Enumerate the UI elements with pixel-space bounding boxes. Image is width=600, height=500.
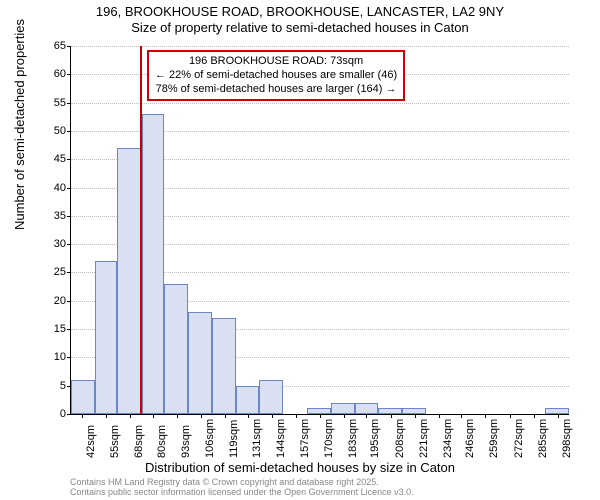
- y-tick-label: 60: [42, 68, 66, 80]
- y-tick-mark: [67, 159, 71, 160]
- y-tick-label: 30: [42, 238, 66, 250]
- y-tick-mark: [67, 414, 71, 415]
- histogram-bar: [212, 318, 236, 414]
- x-tick-mark: [344, 414, 345, 418]
- x-tick-mark: [296, 414, 297, 418]
- x-tick-label: 259sqm: [488, 419, 500, 458]
- x-tick-label: 144sqm: [275, 419, 287, 458]
- histogram-bar: [71, 380, 95, 414]
- x-tick-label: 55sqm: [109, 425, 121, 458]
- x-tick-mark: [320, 414, 321, 418]
- gridline-h: [71, 46, 569, 47]
- x-tick-label: 68sqm: [133, 425, 145, 458]
- x-tick-label: 183sqm: [347, 419, 359, 458]
- x-tick-mark: [248, 414, 249, 418]
- gridline-h: [71, 103, 569, 104]
- subject-marker-line: [140, 46, 142, 414]
- histogram-bar: [331, 403, 355, 414]
- x-tick-mark: [485, 414, 486, 418]
- chart-title-line2: Size of property relative to semi-detach…: [0, 20, 600, 35]
- x-tick-label: 106sqm: [204, 419, 216, 458]
- y-tick-label: 65: [42, 40, 66, 52]
- histogram-bar: [355, 403, 377, 414]
- x-tick-mark: [558, 414, 559, 418]
- x-axis-title-text: Distribution of semi-detached houses by …: [145, 460, 455, 475]
- y-tick-mark: [67, 329, 71, 330]
- x-tick-mark: [272, 414, 273, 418]
- y-tick-label: 35: [42, 210, 66, 222]
- x-tick-mark: [153, 414, 154, 418]
- histogram-bar: [142, 114, 164, 414]
- y-tick-mark: [67, 272, 71, 273]
- y-tick-label: 20: [42, 295, 66, 307]
- y-tick-mark: [67, 357, 71, 358]
- x-tick-label: 157sqm: [299, 419, 311, 458]
- histogram-bar: [236, 386, 258, 414]
- x-tick-label: 221sqm: [418, 419, 430, 458]
- histogram-bar: [259, 380, 283, 414]
- y-tick-mark: [67, 188, 71, 189]
- histogram-bar: [117, 148, 141, 414]
- x-tick-label: 119sqm: [228, 420, 240, 458]
- y-axis-title: Number of semi-detached properties: [12, 19, 27, 230]
- chart-title-line1: 196, BROOKHOUSE ROAD, BROOKHOUSE, LANCAS…: [0, 0, 600, 20]
- y-tick-mark: [67, 131, 71, 132]
- x-tick-mark: [461, 414, 462, 418]
- x-tick-mark: [366, 414, 367, 418]
- histogram-bar: [188, 312, 212, 414]
- histogram-bar: [164, 284, 188, 414]
- x-axis-title: Distribution of semi-detached houses by …: [0, 460, 600, 475]
- y-tick-mark: [67, 216, 71, 217]
- x-tick-mark: [130, 414, 131, 418]
- x-tick-mark: [225, 414, 226, 418]
- x-tick-mark: [201, 414, 202, 418]
- x-tick-mark: [510, 414, 511, 418]
- y-tick-label: 0: [42, 408, 66, 420]
- y-tick-label: 25: [42, 266, 66, 278]
- x-tick-mark: [391, 414, 392, 418]
- y-tick-mark: [67, 301, 71, 302]
- callout-line2: ← 22% of semi-detached houses are smalle…: [155, 69, 397, 83]
- y-tick-mark: [67, 244, 71, 245]
- plot-area: 196 BROOKHOUSE ROAD: 73sqm← 22% of semi-…: [70, 46, 569, 415]
- x-tick-mark: [439, 414, 440, 418]
- credits-line2: Contains public sector information licen…: [70, 488, 414, 498]
- y-tick-label: 15: [42, 323, 66, 335]
- y-tick-mark: [67, 103, 71, 104]
- x-tick-mark: [534, 414, 535, 418]
- x-tick-mark: [415, 414, 416, 418]
- x-tick-label: 42sqm: [85, 425, 97, 458]
- y-axis-title-text: Number of semi-detached properties: [12, 19, 27, 230]
- x-tick-label: 93sqm: [180, 425, 192, 458]
- chart-container: 196, BROOKHOUSE ROAD, BROOKHOUSE, LANCAS…: [0, 0, 600, 500]
- callout-box: 196 BROOKHOUSE ROAD: 73sqm← 22% of semi-…: [147, 50, 405, 101]
- x-tick-label: 80sqm: [156, 425, 168, 458]
- x-tick-label: 131sqm: [251, 419, 263, 458]
- y-tick-mark: [67, 46, 71, 47]
- x-tick-label: 298sqm: [561, 419, 573, 458]
- y-tick-mark: [67, 74, 71, 75]
- y-tick-label: 10: [42, 351, 66, 363]
- credits: Contains HM Land Registry data © Crown c…: [70, 478, 414, 498]
- x-tick-label: 246sqm: [464, 419, 476, 458]
- x-tick-mark: [82, 414, 83, 418]
- x-tick-mark: [177, 414, 178, 418]
- y-tick-label: 45: [42, 153, 66, 165]
- histogram-bar: [95, 261, 117, 414]
- x-tick-label: 285sqm: [537, 419, 549, 458]
- x-tick-label: 272sqm: [513, 419, 525, 458]
- callout-line3: 78% of semi-detached houses are larger (…: [155, 83, 397, 97]
- y-tick-label: 40: [42, 182, 66, 194]
- x-tick-label: 195sqm: [369, 419, 381, 458]
- x-tick-label: 170sqm: [323, 419, 335, 458]
- y-tick-label: 50: [42, 125, 66, 137]
- x-tick-label: 208sqm: [394, 419, 406, 458]
- callout-line1: 196 BROOKHOUSE ROAD: 73sqm: [155, 55, 397, 69]
- y-tick-label: 55: [42, 97, 66, 109]
- x-tick-label: 234sqm: [442, 419, 454, 458]
- y-tick-label: 5: [42, 380, 66, 392]
- x-tick-mark: [106, 414, 107, 418]
